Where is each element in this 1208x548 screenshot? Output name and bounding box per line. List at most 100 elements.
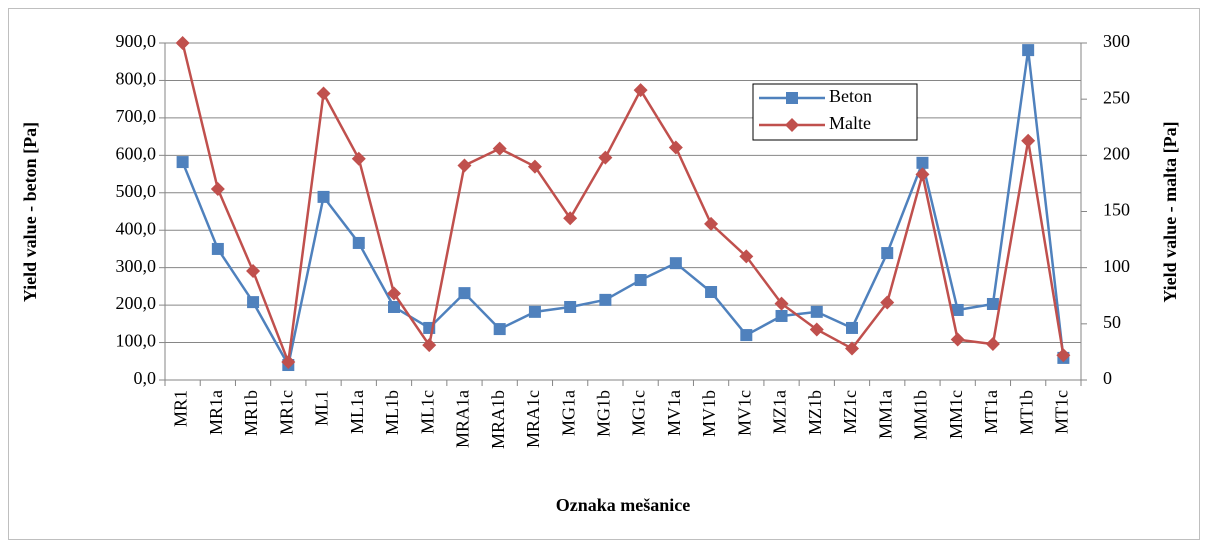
legend-label: Beton	[829, 86, 872, 106]
x-tick-label: MZ1c	[840, 390, 860, 434]
marker	[785, 118, 799, 132]
y2-tick-label: 150	[1103, 200, 1130, 220]
x-tick-label: MR1a	[206, 390, 226, 435]
series-line	[181, 49, 1065, 369]
marker	[387, 286, 401, 301]
x-tick-label: MT1c	[1052, 390, 1072, 434]
x-tick-label: MZ1b	[805, 390, 825, 435]
y2-tick-label: 100	[1103, 256, 1130, 276]
marker	[1022, 44, 1035, 57]
marker	[774, 296, 789, 311]
y-tick-label: 200,0	[116, 293, 157, 313]
x-tick-label: MV1a	[664, 390, 684, 436]
x-tick-label: ML1c	[417, 390, 437, 434]
marker	[786, 92, 798, 104]
marker	[633, 83, 648, 98]
marker	[881, 247, 894, 260]
marker	[598, 150, 613, 165]
marker	[458, 287, 471, 300]
x-tick-label: MRA1b	[488, 390, 508, 449]
marker	[1021, 133, 1036, 148]
y2-tick-label: 50	[1103, 312, 1121, 332]
x-tick-label: MR1b	[241, 390, 261, 436]
x-tick-label: MRA1a	[453, 390, 473, 448]
marker	[668, 140, 683, 155]
x-tick-label: ML1	[312, 390, 332, 426]
y-tick-label: 500,0	[116, 181, 157, 201]
y-tick-label: 600,0	[116, 143, 157, 163]
marker	[457, 158, 472, 173]
marker	[563, 211, 578, 226]
marker	[704, 216, 719, 231]
x-tick-label: MR1c	[276, 390, 296, 435]
y2-tick-label: 200	[1103, 143, 1130, 163]
marker	[916, 156, 929, 169]
y2-tick-label: 0	[1103, 368, 1112, 388]
x-tick-label: MM1c	[946, 390, 966, 439]
x-tick-label: ML1a	[347, 390, 367, 434]
x-tick-label: MRA1c	[523, 390, 543, 448]
y-tick-label: 900,0	[116, 31, 157, 51]
x-tick-label: MG1a	[558, 390, 578, 436]
x-tick-label: MM1a	[875, 390, 895, 439]
marker	[705, 286, 718, 299]
marker	[351, 151, 366, 166]
x-tick-label: MT1b	[1016, 390, 1036, 435]
marker	[493, 323, 506, 336]
marker	[352, 236, 365, 249]
marker	[986, 297, 999, 310]
marker	[492, 141, 507, 156]
x-tick-label: MV1b	[699, 390, 719, 437]
x-tick-label: MT1a	[981, 390, 1001, 434]
y-tick-label: 400,0	[116, 218, 157, 238]
marker	[246, 264, 261, 279]
marker	[176, 156, 189, 169]
x-tick-label: ML1b	[382, 390, 402, 435]
legend-box	[752, 83, 918, 141]
series-line	[181, 42, 1065, 363]
y-tick-label: 800,0	[116, 69, 157, 89]
x-tick-label: MG1c	[629, 390, 649, 436]
y-tick-label: 300,0	[116, 256, 157, 276]
marker	[528, 305, 541, 318]
y2-tick-label: 250	[1103, 87, 1130, 107]
y-axis-title: Yield value - beton [Pa]	[20, 122, 40, 302]
y2-axis-title: Yield value - malta [Pa]	[1160, 121, 1180, 302]
y2-tick-label: 300	[1103, 31, 1130, 51]
marker	[740, 329, 753, 342]
marker	[669, 257, 682, 270]
marker	[564, 300, 577, 313]
marker	[739, 249, 754, 264]
marker	[211, 242, 224, 255]
marker	[388, 300, 400, 313]
marker	[1056, 348, 1071, 363]
marker	[317, 190, 330, 203]
marker	[247, 296, 260, 309]
marker	[527, 159, 542, 174]
marker	[422, 338, 437, 353]
marker	[809, 322, 824, 337]
legend-label: Malte	[829, 113, 871, 133]
marker	[846, 321, 858, 334]
x-tick-label: MV1c	[734, 390, 754, 436]
y-tick-label: 0,0	[134, 368, 157, 388]
y-tick-label: 700,0	[116, 106, 157, 126]
marker	[950, 332, 965, 347]
x-tick-label: MG1b	[594, 390, 614, 437]
x-axis-title: Oznaka mešanice	[556, 495, 691, 515]
marker	[845, 341, 859, 356]
marker	[316, 86, 331, 101]
marker	[951, 303, 964, 316]
marker	[599, 293, 612, 306]
marker	[210, 182, 225, 197]
x-tick-label: MR1	[171, 390, 191, 427]
y-tick-label: 100,0	[116, 331, 157, 351]
marker	[880, 295, 895, 310]
x-tick-label: MZ1a	[770, 390, 790, 434]
chart-border	[8, 8, 1200, 540]
marker	[775, 309, 788, 322]
marker	[985, 337, 1000, 352]
x-tick-label: MM1b	[911, 390, 931, 440]
marker	[810, 305, 823, 318]
